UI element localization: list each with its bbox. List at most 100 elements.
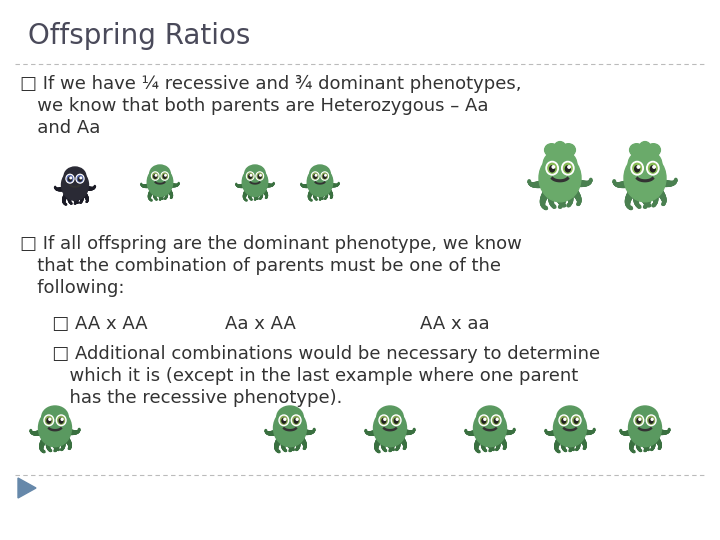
Ellipse shape (549, 166, 554, 172)
Ellipse shape (649, 163, 657, 173)
Ellipse shape (257, 173, 262, 179)
Ellipse shape (256, 172, 264, 180)
Ellipse shape (494, 418, 498, 423)
Ellipse shape (637, 418, 641, 423)
Ellipse shape (279, 415, 289, 426)
Ellipse shape (629, 409, 662, 447)
Text: □ If all offspring are the dominant phenotype, we know: □ If all offspring are the dominant phen… (20, 235, 522, 253)
Text: Aa x AA: Aa x AA (225, 315, 296, 333)
Ellipse shape (480, 416, 487, 424)
Ellipse shape (562, 161, 574, 175)
Text: following:: following: (20, 279, 125, 297)
Ellipse shape (562, 144, 575, 156)
Circle shape (260, 174, 261, 176)
Circle shape (564, 418, 566, 420)
Ellipse shape (479, 415, 489, 426)
Ellipse shape (393, 416, 400, 424)
Text: and Aa: and Aa (20, 119, 100, 137)
Ellipse shape (639, 141, 651, 153)
Text: has the recessive phenotype).: has the recessive phenotype). (35, 389, 343, 407)
Ellipse shape (153, 173, 158, 179)
Ellipse shape (636, 416, 642, 424)
Ellipse shape (248, 173, 253, 179)
Circle shape (653, 166, 655, 168)
Ellipse shape (294, 418, 298, 423)
Ellipse shape (161, 172, 168, 180)
Ellipse shape (635, 166, 639, 172)
Ellipse shape (557, 406, 583, 428)
Ellipse shape (377, 406, 403, 428)
Circle shape (70, 177, 71, 179)
Ellipse shape (322, 173, 328, 179)
Text: AA x aa: AA x aa (420, 315, 490, 333)
Circle shape (651, 418, 653, 420)
Ellipse shape (548, 163, 557, 173)
Ellipse shape (246, 172, 254, 180)
Text: which it is (except in the last example where one parent: which it is (except in the last example … (35, 367, 578, 385)
Ellipse shape (539, 154, 581, 202)
Ellipse shape (293, 416, 300, 424)
Ellipse shape (648, 416, 654, 424)
Ellipse shape (282, 418, 286, 423)
Circle shape (637, 166, 639, 168)
Ellipse shape (392, 415, 401, 426)
Ellipse shape (77, 176, 83, 182)
Ellipse shape (58, 416, 65, 424)
Ellipse shape (650, 166, 655, 172)
Ellipse shape (162, 173, 167, 179)
Circle shape (576, 418, 578, 420)
Ellipse shape (323, 174, 326, 178)
Ellipse shape (374, 409, 407, 447)
Ellipse shape (628, 150, 662, 178)
Ellipse shape (562, 418, 566, 423)
Ellipse shape (45, 416, 53, 424)
Ellipse shape (150, 165, 170, 182)
Ellipse shape (543, 150, 577, 178)
Ellipse shape (274, 409, 307, 447)
Ellipse shape (565, 166, 570, 172)
Circle shape (156, 174, 157, 176)
Circle shape (315, 174, 317, 176)
Ellipse shape (64, 167, 86, 185)
Text: that the combination of parents must be one of the: that the combination of parents must be … (20, 257, 501, 275)
Ellipse shape (575, 418, 578, 423)
Ellipse shape (632, 406, 658, 428)
Circle shape (80, 177, 81, 179)
Ellipse shape (61, 170, 89, 200)
Circle shape (639, 418, 641, 420)
Ellipse shape (67, 176, 73, 182)
Ellipse shape (572, 415, 581, 426)
Ellipse shape (312, 172, 319, 180)
Ellipse shape (633, 163, 642, 173)
Ellipse shape (47, 418, 51, 423)
Ellipse shape (631, 161, 644, 175)
Ellipse shape (564, 163, 572, 173)
Ellipse shape (624, 154, 666, 202)
Ellipse shape (248, 174, 252, 178)
Ellipse shape (546, 161, 558, 175)
Ellipse shape (56, 415, 66, 426)
Circle shape (284, 418, 286, 420)
Ellipse shape (629, 144, 644, 156)
Ellipse shape (151, 172, 159, 180)
Ellipse shape (148, 167, 173, 197)
Text: □ AA x AA: □ AA x AA (35, 315, 148, 333)
Circle shape (251, 174, 252, 176)
Ellipse shape (163, 174, 166, 178)
Ellipse shape (559, 415, 569, 426)
Circle shape (396, 418, 398, 420)
Text: we know that both parents are Heterozygous – Aa: we know that both parents are Heterozygo… (20, 97, 488, 115)
Polygon shape (18, 478, 36, 498)
Ellipse shape (38, 409, 71, 447)
Ellipse shape (292, 415, 301, 426)
Text: □ Additional combinations would be necessary to determine: □ Additional combinations would be neces… (35, 345, 600, 363)
Circle shape (484, 418, 486, 420)
Ellipse shape (242, 167, 268, 197)
Ellipse shape (554, 409, 587, 447)
Ellipse shape (474, 409, 506, 447)
Ellipse shape (379, 415, 389, 426)
Ellipse shape (321, 172, 328, 180)
Ellipse shape (42, 406, 68, 428)
Ellipse shape (634, 415, 644, 426)
Ellipse shape (647, 161, 659, 175)
